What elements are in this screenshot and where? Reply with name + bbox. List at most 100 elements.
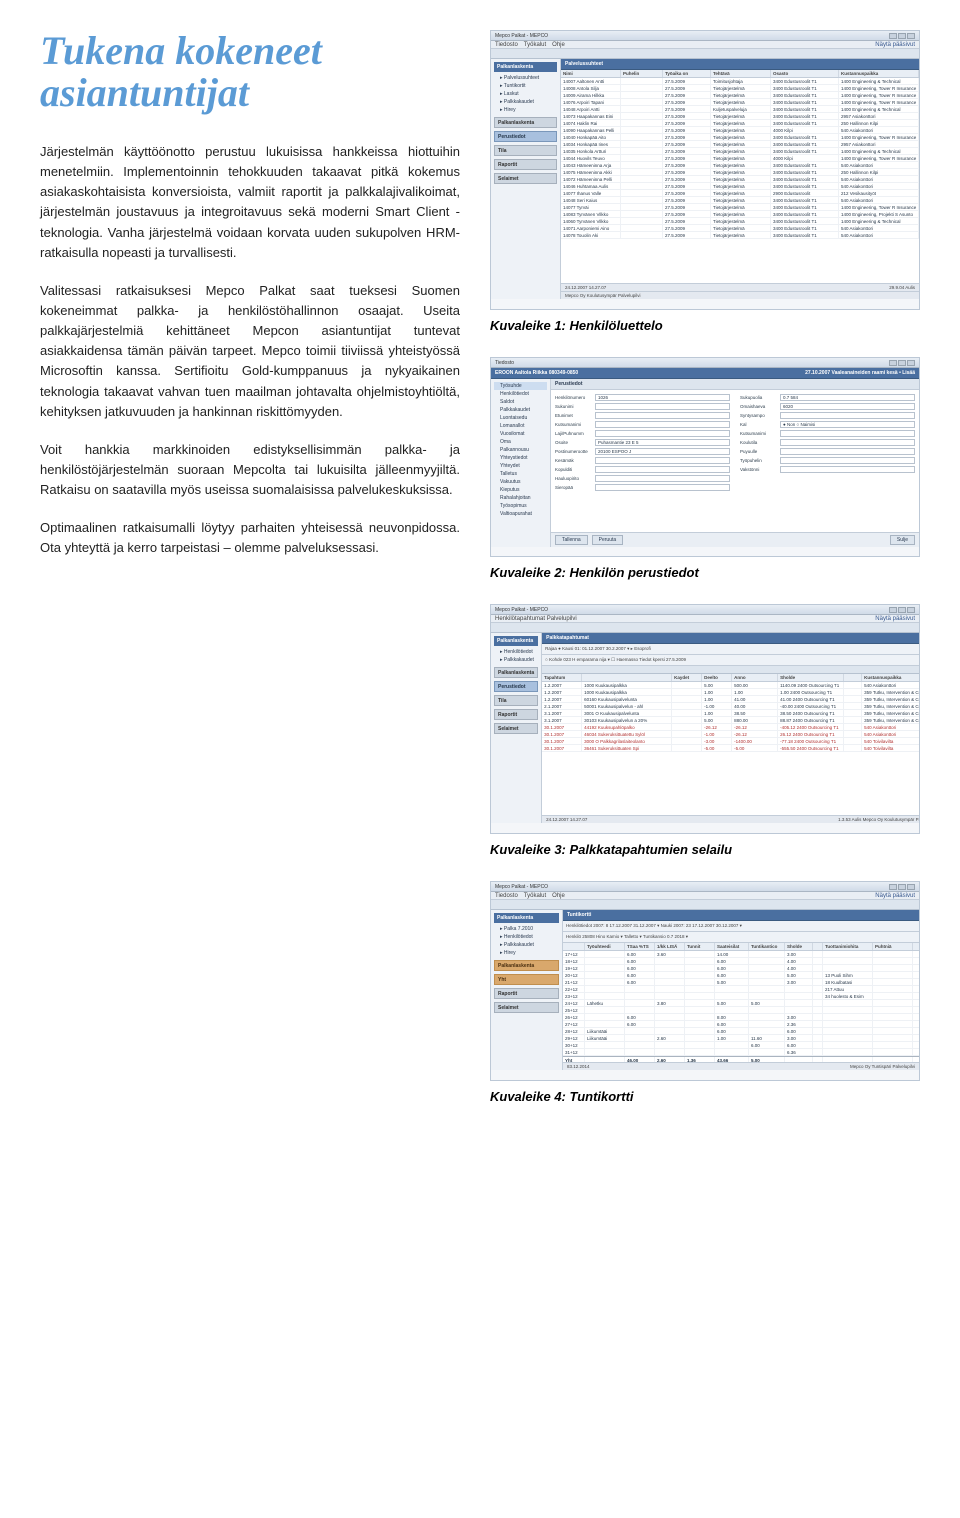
table-row[interactable]: 14060 Tyrvänen Vilkko27.5.2009Tietojärje… bbox=[561, 218, 919, 225]
table-row[interactable]: 14090 Haapakannas Pelli27.5.2009Tietojär… bbox=[561, 127, 919, 134]
side-item[interactable]: Oma bbox=[494, 438, 547, 446]
menu-item[interactable]: Tiedosto bbox=[495, 893, 518, 899]
side-item[interactable]: Vakuutus bbox=[494, 478, 547, 486]
side-group[interactable]: Tila bbox=[494, 145, 557, 156]
side-group[interactable]: Selaimet bbox=[494, 1002, 559, 1013]
tree-item[interactable]: ▸ Laskut bbox=[494, 90, 557, 98]
right-link[interactable]: Näytä pääsivut bbox=[875, 616, 915, 622]
table-row[interactable]: 14034 Honkapää Iines27.5.2009Tietojärjes… bbox=[561, 141, 919, 148]
table-row[interactable]: 17+126.003.6014.003.00 bbox=[563, 951, 919, 958]
table-row[interactable]: 14043 Hämeeninna Arja27.5.2009Tietojärje… bbox=[561, 162, 919, 169]
menu-item[interactable]: Työkalut bbox=[524, 42, 546, 48]
field-input[interactable] bbox=[595, 412, 730, 419]
table-row[interactable]: 14077 Tyrväi27.5.2009Tietojärjestelmä340… bbox=[561, 204, 919, 211]
field-input[interactable]: 0.7 584 bbox=[780, 394, 915, 401]
side-item[interactable]: Palkannousu bbox=[494, 446, 547, 454]
side-item[interactable]: Kieputus bbox=[494, 486, 547, 494]
field-input[interactable] bbox=[780, 439, 915, 446]
table-row[interactable]: 31+126.36 bbox=[563, 1049, 919, 1056]
field-input[interactable]: 1026 bbox=[595, 394, 730, 401]
side-group[interactable]: Raportit bbox=[494, 988, 559, 999]
field-input[interactable] bbox=[780, 430, 915, 437]
tree-item[interactable]: ▸ Henkilötiedot bbox=[494, 933, 559, 941]
right-link[interactable]: Näytä pääsivut bbox=[875, 893, 915, 899]
table-row[interactable]: 30.1.200744192 Kuuksupahlöpalko-26.12-26… bbox=[542, 724, 920, 731]
table-row[interactable]: 19+126.006.004.00 bbox=[563, 965, 919, 972]
table-row[interactable]: 30.1.200746034 Sukeruksittuatettu Sylöl-… bbox=[542, 731, 920, 738]
table-row[interactable]: 1.2.20071000 Kuukausipalkka5.00500.00114… bbox=[542, 682, 920, 689]
table-row[interactable]: 21+126.005.003.0018 Kuulbatasi bbox=[563, 979, 919, 986]
table-row[interactable]: 27+126.006.002.36 bbox=[563, 1021, 919, 1028]
tree-item[interactable]: ▸ Palkkakaudet bbox=[494, 656, 538, 664]
table-row[interactable]: 22+12217 Attuu bbox=[563, 986, 919, 993]
table-row[interactable]: 14046 Huhtamaa Aulis27.5.2009Tietojärjes… bbox=[561, 183, 919, 190]
side-item[interactable]: Yhteydet bbox=[494, 462, 547, 470]
table-row[interactable]: 14071 Aarponiemi Aino27.5.2009Tietojärje… bbox=[561, 225, 919, 232]
table-row[interactable]: 3.1.20073001 O Kuukausipalvelunta1.0038.… bbox=[542, 710, 920, 717]
field-input[interactable]: 20100 ESPOO J bbox=[595, 448, 730, 455]
table-row[interactable]: 30.1.20073000 O Palkkagrilaslaiteolanto-… bbox=[542, 738, 920, 745]
table-row[interactable]: 20+126.006.005.0013 Puoli Sihm bbox=[563, 972, 919, 979]
table-row[interactable]: 23+1234 huolesto & Esim bbox=[563, 993, 919, 1000]
table-row[interactable]: 1.2.200760160 Kuukausipalvelunta1.0041.0… bbox=[542, 696, 920, 703]
table-row[interactable]: 14076 Arpoiri Tapani27.5.2009Tietojärjes… bbox=[561, 99, 919, 106]
field-input[interactable] bbox=[780, 457, 915, 464]
table-row[interactable]: 14009 Airama Hilkka27.5.2009Tietojärjest… bbox=[561, 92, 919, 99]
side-item[interactable]: Luontaisedu bbox=[494, 414, 547, 422]
side-group[interactable]: Yht bbox=[494, 974, 559, 985]
table-row[interactable]: 18+126.006.004.00 bbox=[563, 958, 919, 965]
field-input[interactable] bbox=[595, 403, 730, 410]
table-row[interactable]: 3.1.200730103 Kuukausipalvelun a 20%5.00… bbox=[542, 717, 920, 724]
side-group[interactable]: Tila bbox=[494, 695, 538, 706]
table-row[interactable]: 24+12Lähetku3.805.005.00 bbox=[563, 1000, 919, 1007]
field-input[interactable] bbox=[595, 475, 730, 482]
table-row[interactable]: 14048 Seri Kaius27.5.2009Tietojärjestelm… bbox=[561, 197, 919, 204]
tree-item[interactable]: ▸ Tuntikortit bbox=[494, 82, 557, 90]
tree-item[interactable]: ▸ Palvelussuhteet bbox=[494, 74, 557, 82]
table-row[interactable]: 14073 Haapakannas Eini27.5.2009Tietojärj… bbox=[561, 113, 919, 120]
field-input[interactable] bbox=[595, 430, 730, 437]
table-row[interactable]: 28+12Liikumtääi6.006.00 bbox=[563, 1028, 919, 1035]
side-item[interactable]: Työsuhde bbox=[494, 382, 547, 390]
tree-item[interactable]: ▸ Palkkakaudet bbox=[494, 941, 559, 949]
menu-item[interactable]: Työkalut bbox=[524, 893, 546, 899]
menu-item[interactable]: Henkilötapahtumat Palvelupilvi bbox=[495, 616, 577, 622]
close-button[interactable]: Sulje bbox=[890, 535, 915, 545]
menu-item[interactable]: Tiedosto bbox=[495, 42, 518, 48]
tree-item[interactable]: ▸ Palkkakaudet bbox=[494, 98, 557, 106]
table-row[interactable]: 14035 Honkola Artturi27.5.2009Tietojärje… bbox=[561, 148, 919, 155]
table-row[interactable]: 14083 Tyrvänen Vilkko27.5.2009Tietojärje… bbox=[561, 211, 919, 218]
table-row[interactable]: 30+126.006.00 bbox=[563, 1042, 919, 1049]
field-input[interactable] bbox=[780, 448, 915, 455]
right-link[interactable]: Näytä pääsivut bbox=[875, 42, 915, 48]
tree-item[interactable]: ▸ Henkilötiedot bbox=[494, 648, 538, 656]
table-row[interactable]: 14074 Haklin Rai27.5.2009Tietojärjestelm… bbox=[561, 120, 919, 127]
side-item[interactable]: Talletus bbox=[494, 470, 547, 478]
side-item[interactable]: Vuosilomat bbox=[494, 430, 547, 438]
side-item[interactable]: Palkkakaudet bbox=[494, 406, 547, 414]
field-input[interactable]: 6020 bbox=[780, 403, 915, 410]
table-row[interactable]: 14078 Touolin Aki27.5.2009Tietojärjestel… bbox=[561, 232, 919, 239]
menu-item[interactable]: Ohje bbox=[552, 42, 565, 48]
side-item[interactable]: Lomanallot bbox=[494, 422, 547, 430]
filter-row-2[interactable]: Henkilö 25808 Hino Kamio ▾ Talletto ▾ Tu… bbox=[563, 932, 919, 943]
side-item[interactable]: Saldot bbox=[494, 398, 547, 406]
table-row[interactable]: 30.1.200736461 Sukeruksittuaten Spi-5.00… bbox=[542, 745, 920, 752]
side-item[interactable]: Yhteystiedot bbox=[494, 454, 547, 462]
filter-row-1[interactable]: Rajaa ● Kausi 01: 01.12.2007 30.2.2007 ▾… bbox=[542, 644, 920, 655]
side-item[interactable]: Henkilötiedot bbox=[494, 390, 547, 398]
table-row[interactable]: 1.2.20071000 Kuukausipalkka1.001.001.00 … bbox=[542, 689, 920, 696]
table-row[interactable]: 14077 Ihanus Valle27.5.2009Tietojärjeste… bbox=[561, 190, 919, 197]
cancel-button[interactable]: Peruuta bbox=[592, 535, 624, 545]
side-item[interactable]: Valtioapurahat bbox=[494, 510, 547, 518]
field-input[interactable] bbox=[595, 484, 730, 491]
side-group[interactable]: Raportit bbox=[494, 709, 538, 720]
side-group[interactable]: Perustiedot bbox=[494, 131, 557, 142]
menu-item[interactable]: Ohje bbox=[552, 893, 565, 899]
table-row[interactable]: 14044 Huovils Teuvo27.5.2009Tietojärjest… bbox=[561, 155, 919, 162]
side-group[interactable]: Palkanlaskenta bbox=[494, 667, 538, 678]
field-input[interactable] bbox=[595, 421, 730, 428]
side-group[interactable]: Raportit bbox=[494, 159, 557, 170]
tree-item[interactable]: ▸ Hirey bbox=[494, 949, 559, 957]
field-input[interactable] bbox=[595, 466, 730, 473]
